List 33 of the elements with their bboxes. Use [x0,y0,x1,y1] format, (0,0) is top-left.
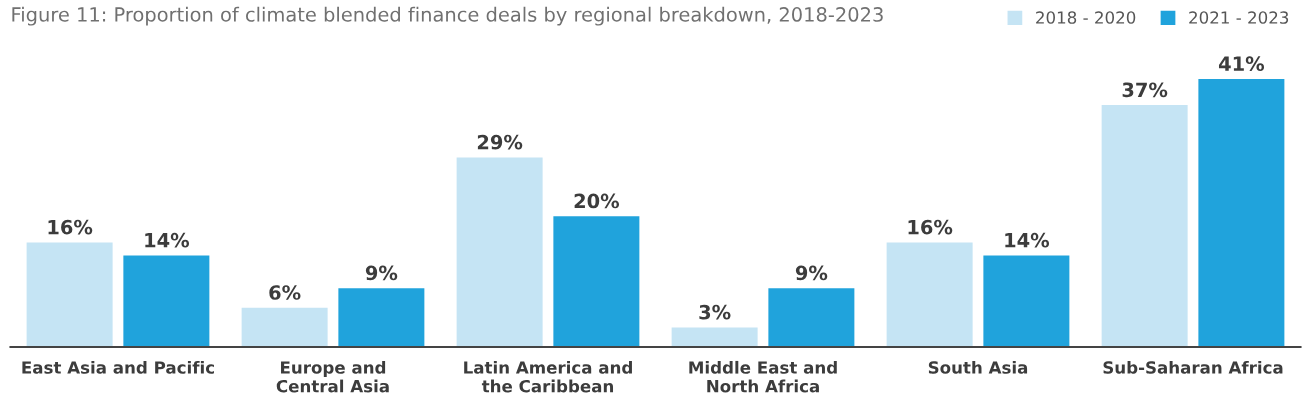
bar [1101,105,1188,348]
chart-title: Figure 11: Proportion of climate blended finance deals by regional breakdown, 2018-2023 [12,6,883,26]
bar [123,255,210,348]
bar [768,288,855,348]
bar [671,327,758,348]
data-label: 16% [48,219,93,235]
data-label: 9% [365,265,398,281]
data-label: 6% [269,285,301,300]
data-label: 20% [574,193,620,209]
data-label: 37% [1122,82,1168,98]
legend-label: 2018 - 2020 [1036,11,1136,24]
x-tick-label: Sub-Saharan Africa [1103,360,1283,374]
data-label: 29% [477,134,523,150]
bar [553,216,640,348]
bar [1198,78,1285,348]
bar [983,255,1070,348]
data-label: 9% [795,265,828,281]
bar [456,157,543,348]
bar [26,242,113,348]
x-tick-label: East Asia and Pacific [22,360,214,374]
data-label: 16% [908,219,953,235]
legend-label: 2021 - 2023 [1189,11,1289,24]
data-label: 3% [699,304,731,320]
x-tick-label: Latin America and the Caribbean [464,360,632,393]
x-tick-label: South Asia [928,360,1028,374]
bar [338,288,425,348]
bar [241,307,328,348]
x-tick-label: Europe and Central Asia [276,360,389,393]
x-tick-label: Middle East and North Africa [689,360,837,393]
data-label: 14% [1005,232,1050,248]
data-label: 41% [1218,56,1265,72]
bar [886,242,973,348]
data-label: 14% [145,232,190,248]
